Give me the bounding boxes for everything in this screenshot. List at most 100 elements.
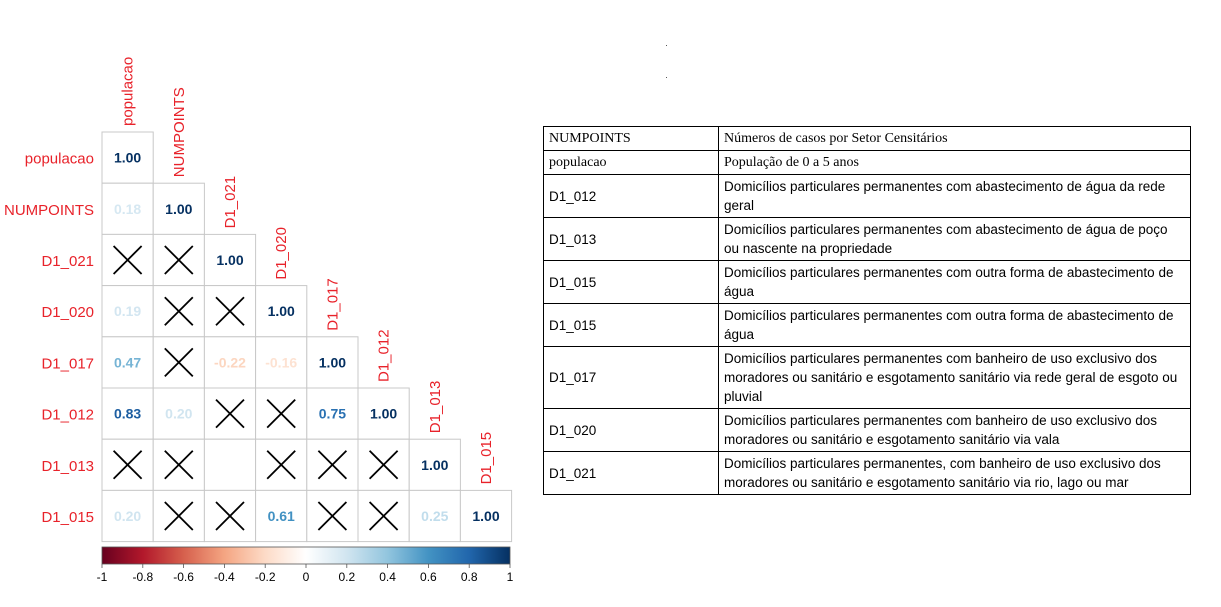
colorbar-tick-label: 0.6 xyxy=(420,570,437,584)
matrix-cell xyxy=(255,285,308,338)
colorbar-tick-label: -0.4 xyxy=(214,570,235,584)
matrix-cell xyxy=(203,438,257,491)
variable-description: Domicílios particulares permanentes com … xyxy=(718,217,1191,261)
variable-description: Domicílios particulares permanentes com … xyxy=(718,303,1191,347)
matrix-cell xyxy=(101,489,154,543)
variable-code: D1_017 xyxy=(543,346,719,409)
colorbar-tick-label: -0.2 xyxy=(255,570,276,584)
correlation-value: 1.00 xyxy=(421,457,448,473)
matrix-cell xyxy=(408,489,461,543)
insignificant-cross xyxy=(215,296,245,326)
matrix-cell xyxy=(101,131,154,184)
colorbar-tick-label: -0.8 xyxy=(132,570,153,584)
colorbar-tick-label: -1 xyxy=(97,570,108,584)
variable-code: D1_015 xyxy=(543,303,719,347)
insignificant-cross xyxy=(164,450,194,480)
correlation-value: 0.20 xyxy=(114,508,141,524)
table-row: D1_015 Domicílios particulares permanente… xyxy=(543,260,1191,304)
matrix-cell xyxy=(203,336,257,389)
matrix-cell xyxy=(357,387,410,440)
variable-code: D1_020 xyxy=(543,408,719,452)
insignificant-cross xyxy=(112,245,143,275)
matrix-cell xyxy=(203,233,257,287)
correlation-value: 0.19 xyxy=(114,303,141,319)
variable-description: Domicílios particulares permanentes com … xyxy=(718,346,1191,409)
correlation-value: -0.16 xyxy=(265,354,297,370)
column-label: D1_020 xyxy=(273,227,290,280)
insignificant-cross xyxy=(164,296,194,326)
column-label: D1_015 xyxy=(478,432,495,485)
correlation-value: -0.22 xyxy=(214,354,246,370)
colorbar-tick-label: 0.8 xyxy=(461,570,478,584)
matrix-cell xyxy=(255,336,308,389)
variable-code: D1_015 xyxy=(543,260,719,304)
correlation-matrix-chart: 1.00 0.18 1.00 1.00 0.19 1.00 0.47 -0.22 -0.16 1.… xyxy=(4,57,514,584)
column-label: D1_021 xyxy=(222,176,239,229)
insignificant-cross xyxy=(164,347,194,378)
colorbar xyxy=(101,546,511,565)
column-label: D1_017 xyxy=(324,278,341,331)
correlation-value: 0.61 xyxy=(268,508,295,524)
insignificant-cross xyxy=(266,450,296,480)
table-row: D1_020 Domicílios particulares permanente… xyxy=(543,408,1191,452)
column-label: D1_012 xyxy=(376,329,393,382)
row-label: D1_020 xyxy=(41,304,94,321)
table-row: D1_021 Domicílios particulares permanente… xyxy=(543,451,1191,495)
insignificant-cross xyxy=(164,501,194,531)
correlation-value: 1.00 xyxy=(165,201,192,217)
table-row: D1_013 Domicílios particulares permanente… xyxy=(543,217,1191,261)
colorbar-tick-label: 0.2 xyxy=(338,570,355,584)
colorbar-tick-label: 0 xyxy=(303,570,310,584)
variable-description: Domicílios particulares permanentes com … xyxy=(718,174,1191,218)
column-label: populacao xyxy=(120,57,137,126)
correlation-value: 0.25 xyxy=(421,508,448,524)
table-row: populacao População de 0 a 5 anos xyxy=(543,150,1191,175)
variable-description: Domicílios particulares permanentes, com… xyxy=(718,451,1191,495)
row-label: D1_015 xyxy=(41,509,94,526)
variable-code: D1_021 xyxy=(543,451,719,495)
correlation-value: 0.75 xyxy=(319,406,346,422)
row-label: D1_013 xyxy=(41,458,94,475)
matrix-cell xyxy=(152,182,205,235)
colorbar-tick-label: 1 xyxy=(507,570,514,584)
column-label: D1_013 xyxy=(427,381,444,434)
variable-description: População de 0 a 5 anos xyxy=(718,150,1191,175)
matrix-cell xyxy=(101,336,154,389)
row-label: populacao xyxy=(25,151,94,168)
variable-description: Domicílios particulares permanentes com … xyxy=(718,408,1191,452)
insignificant-cross xyxy=(215,501,245,531)
variable-description: Números de casos por Setor Censitários xyxy=(718,126,1191,151)
table-row: D1_017 Domicílios particulares permanente… xyxy=(543,346,1191,409)
insignificant-cross xyxy=(164,245,194,275)
correlation-value: 1.00 xyxy=(319,354,346,370)
variable-description: Domicílios particulares permanentes com … xyxy=(718,260,1191,304)
insignificant-cross xyxy=(215,398,245,429)
insignificant-cross xyxy=(112,450,143,480)
matrix-cell xyxy=(101,182,154,235)
matrix-cell xyxy=(101,387,154,440)
correlation-value: 1.00 xyxy=(472,508,499,524)
stray-dot xyxy=(666,77,667,78)
column-label: NUMPOINTS xyxy=(171,87,188,177)
row-label: NUMPOINTS xyxy=(4,202,94,219)
correlation-value: 0.20 xyxy=(165,406,192,422)
table-row: D1_015 Domicílios particulares permanente… xyxy=(543,303,1191,347)
correlation-value: 1.00 xyxy=(114,150,141,166)
correlation-value: 1.00 xyxy=(370,406,397,422)
variable-code: D1_013 xyxy=(543,217,719,261)
colorbar-tick-label: 0.4 xyxy=(379,570,396,584)
table-row: NUMPOINTS Números de casos por Setor Cens… xyxy=(543,126,1191,151)
insignificant-cross xyxy=(368,450,399,480)
matrix-cell xyxy=(306,336,359,389)
row-label: D1_021 xyxy=(41,253,94,270)
row-label: D1_012 xyxy=(41,407,94,424)
correlation-value: 1.00 xyxy=(216,252,243,268)
correlation-value: 0.47 xyxy=(114,354,141,370)
correlation-value: 0.83 xyxy=(114,406,141,422)
matrix-cell xyxy=(459,489,513,543)
insignificant-cross xyxy=(317,450,348,480)
variable-description-table: NUMPOINTS Números de casos por Setor Cens… xyxy=(543,126,1191,495)
insignificant-cross xyxy=(266,398,296,429)
correlation-value: 0.18 xyxy=(114,201,141,217)
variable-code: NUMPOINTS xyxy=(543,126,719,151)
